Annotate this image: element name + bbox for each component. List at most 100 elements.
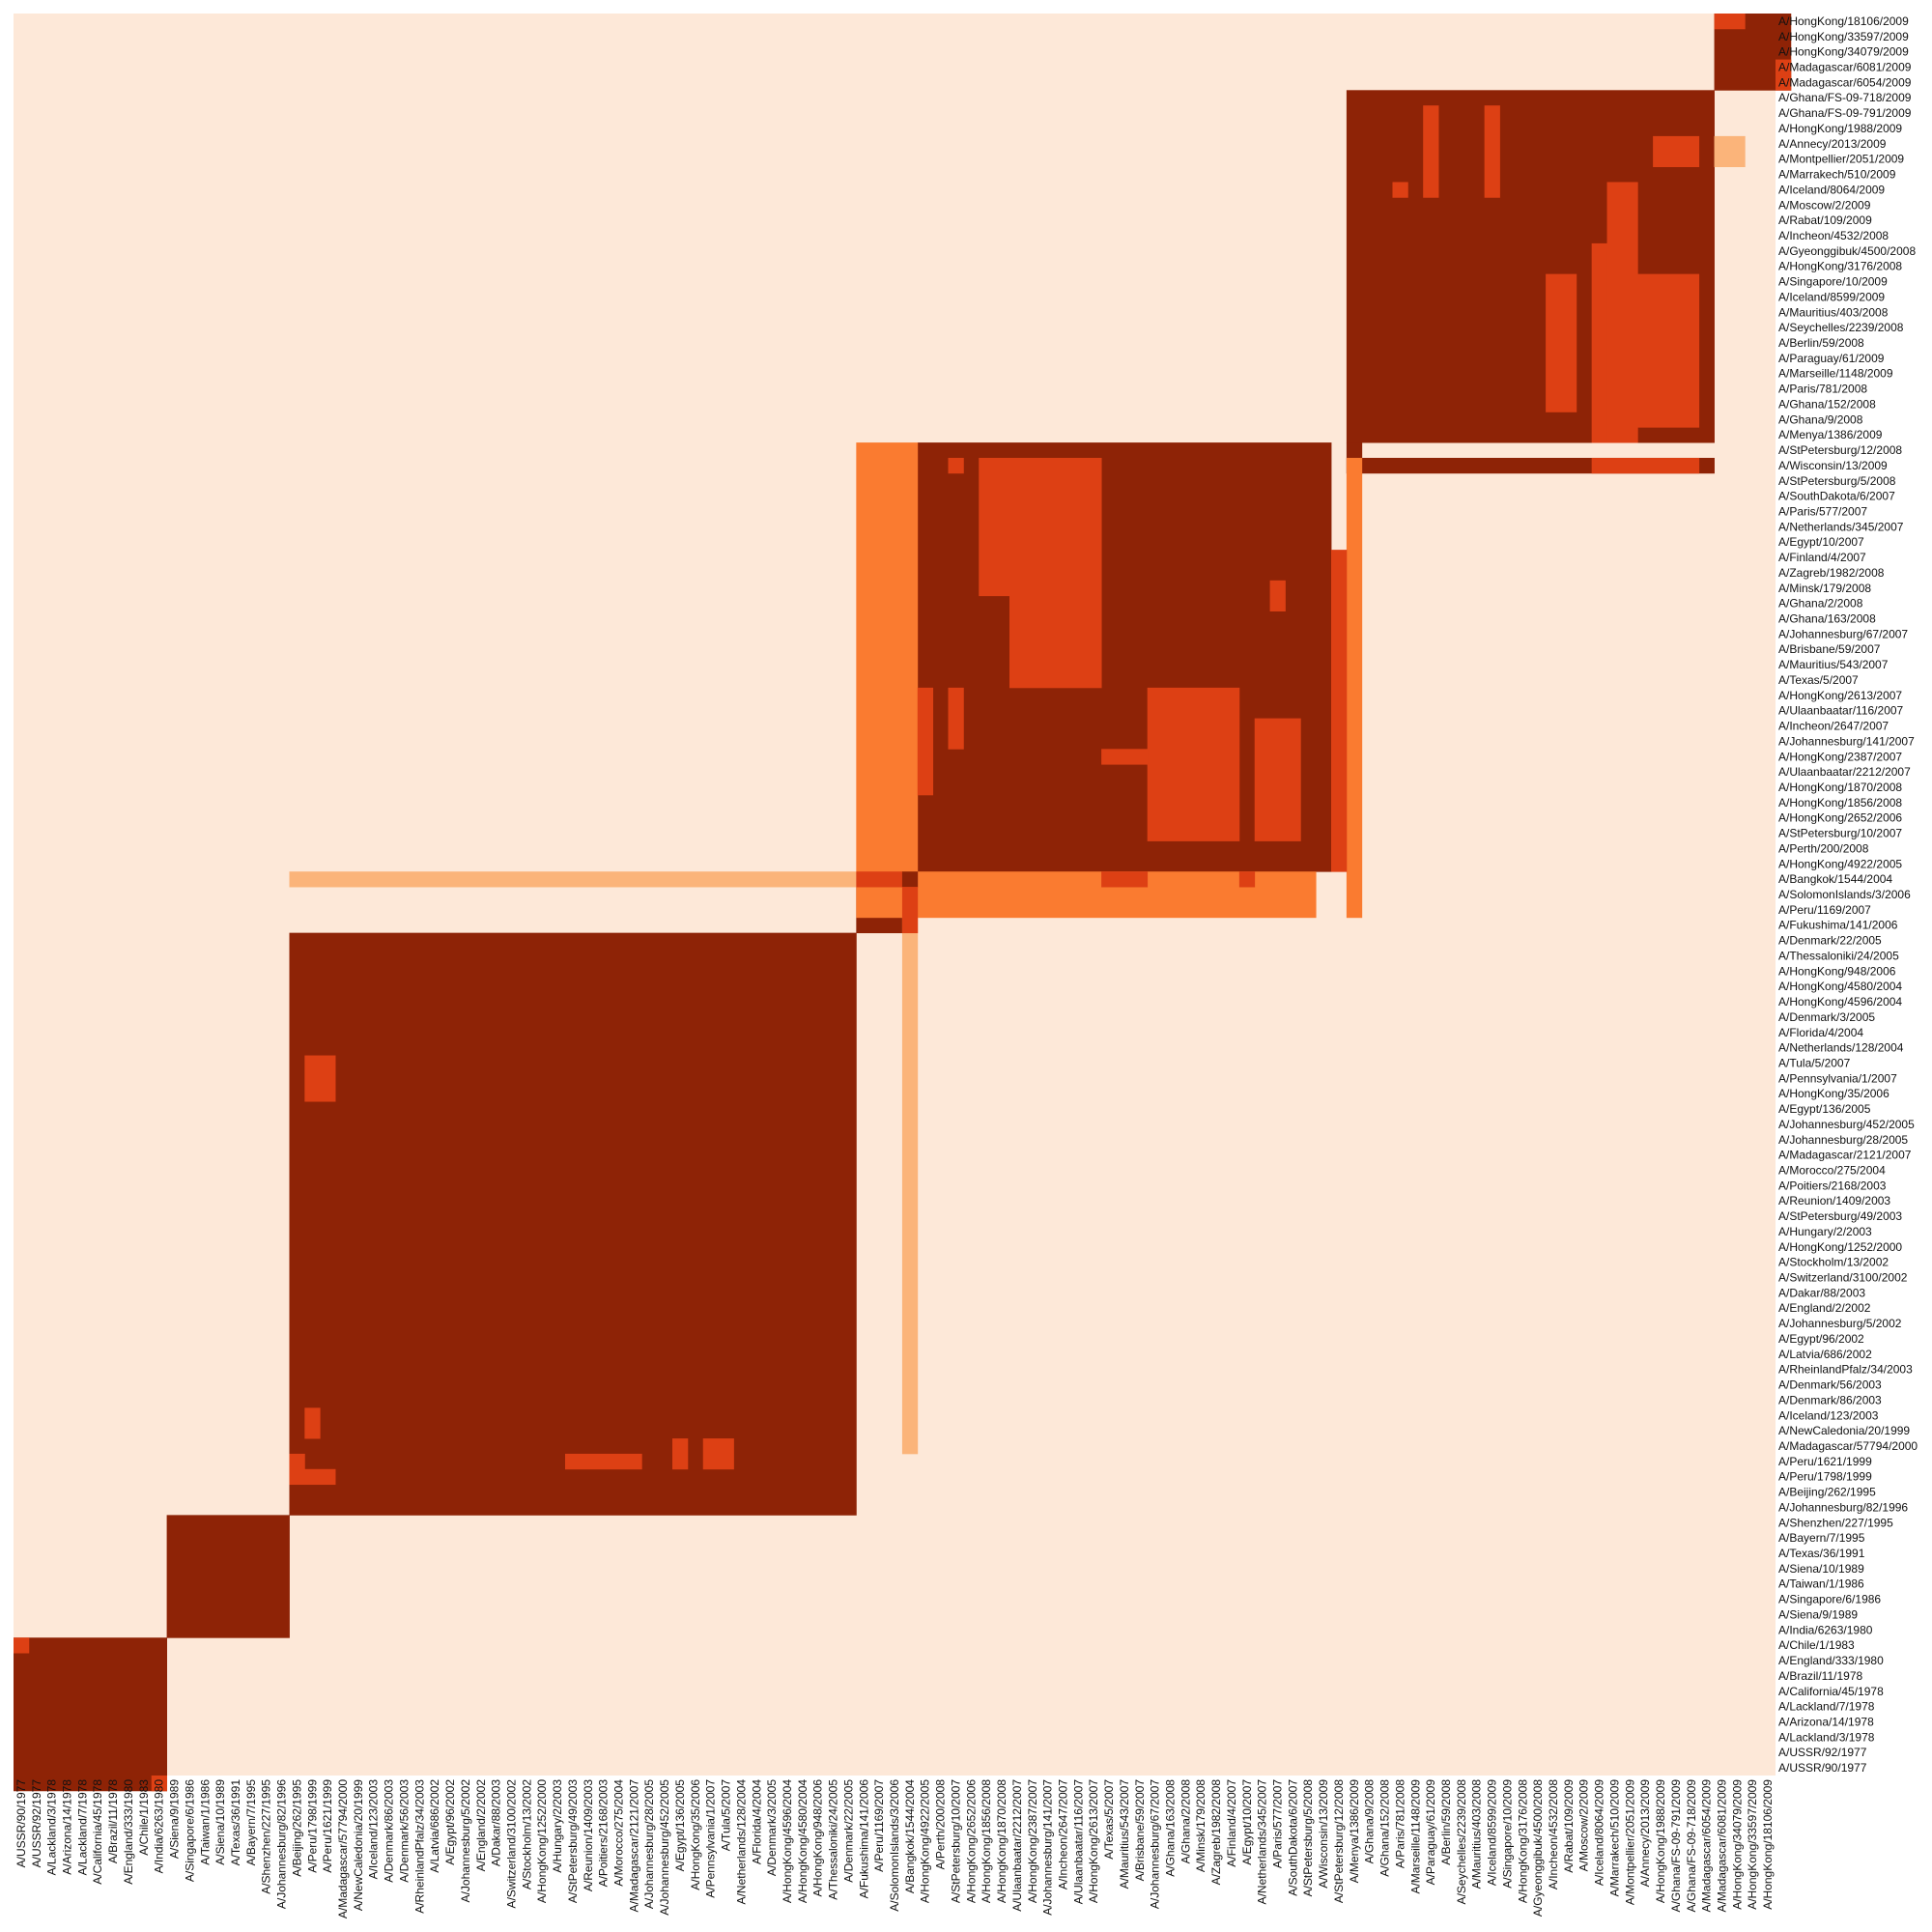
x-tick-label: A/Ghana/FS-09-791/2009: [1669, 1779, 1683, 1913]
heatmap-cell-block: [1592, 243, 1607, 443]
y-tick-label: A/Madagascar/6054/2009: [1778, 75, 1912, 89]
y-tick-label: A/Zagreb/1982/2008: [1778, 566, 1885, 580]
y-tick-label: A/HongKong/1252/2000: [1778, 1240, 1902, 1254]
heatmap-cell-block: [703, 1438, 734, 1469]
y-tick-label: A/SolomonIslands/3/2006: [1778, 888, 1911, 901]
x-tick-label: A/Madagascar/6054/2009: [1700, 1779, 1714, 1913]
y-tick-label: A/Arizona/14/1978: [1778, 1715, 1874, 1728]
x-tick-label: A/Dakar/88/2003: [490, 1779, 503, 1866]
x-tick-label: A/Seychelles/2239/2008: [1455, 1779, 1468, 1905]
y-tick-label: A/Johannesburg/28/2005: [1778, 1133, 1908, 1147]
y-tick-label: A/Switzerland/3100/2002: [1778, 1271, 1908, 1285]
y-tick-label: A/Paris/781/2008: [1778, 383, 1867, 396]
x-tick-label: A/Mauritius/403/2008: [1470, 1779, 1484, 1889]
x-tick-label: A/Marrakech/510/2009: [1607, 1779, 1621, 1897]
x-tick-label: A/Switzerland/3100/2002: [504, 1779, 518, 1909]
y-tick-label: A/Annecy/2013/2009: [1778, 137, 1887, 151]
y-tick-label: A/Johannesburg/67/2007: [1778, 627, 1908, 640]
x-tick-label: A/Gyeonggibuk/4500/2008: [1531, 1779, 1545, 1917]
x-tick-label: A/Egypt/96/2002: [443, 1779, 457, 1865]
heatmap-cell-block: [1331, 550, 1347, 871]
y-tick-label: A/Finland/4/2007: [1778, 551, 1866, 564]
x-tick-label: A/HongKong/2387/2007: [1026, 1779, 1039, 1903]
y-tick-label: A/Poitiers/2168/2003: [1778, 1179, 1887, 1192]
y-tick-label: A/HongKong/1856/2008: [1778, 796, 1902, 810]
x-tick-label: A/USSR/90/1977: [14, 1779, 28, 1868]
x-tick-label: A/Minsk/179/2008: [1194, 1779, 1208, 1872]
y-tick-label: A/England/333/1980: [1778, 1654, 1884, 1667]
y-tick-label: A/Bangkok/1544/2004: [1778, 872, 1892, 886]
x-tick-label: A/Singapore/10/2009: [1500, 1779, 1514, 1889]
y-tick-label: A/Hungary/2/2003: [1778, 1225, 1872, 1238]
x-tick-label: A/Paris/781/2008: [1393, 1779, 1406, 1868]
heatmap-cell-block: [1715, 136, 1746, 167]
x-tick-label: A/Wisconsin/13/2009: [1317, 1779, 1330, 1889]
x-tick-label: A/Bayern/7/1995: [244, 1779, 258, 1866]
x-tick-label: A/Paraguay/61/2009: [1424, 1779, 1437, 1886]
y-tick-label: A/HongKong/35/2006: [1778, 1087, 1889, 1100]
x-tick-label: A/HongKong/4922/2005: [919, 1779, 932, 1903]
x-tick-label: A/Johannesburg/28/2005: [642, 1779, 656, 1909]
x-tick-label: A/Denmark/86/2003: [383, 1779, 396, 1883]
y-tick-label: A/Paris/577/2007: [1778, 504, 1867, 518]
y-tick-label: A/Chile/1/1983: [1778, 1638, 1855, 1652]
x-tick-label: A/Johannesburg/82/1996: [275, 1779, 289, 1909]
x-tick-label: A/StPetersburg/49/2003: [566, 1779, 580, 1903]
x-tick-label: A/Madagascar/2121/2007: [627, 1779, 640, 1913]
x-tick-label: A/Peru/1169/2007: [872, 1779, 886, 1872]
x-tick-label: A/HongKong/4596/2004: [781, 1779, 794, 1903]
x-tick-label: A/Siena/9/1989: [168, 1779, 182, 1859]
x-tick-label: A/Morocco/275/2004: [612, 1779, 626, 1887]
x-tick-label: A/NewCaledonia/20/1999: [352, 1779, 365, 1911]
y-tick-label: A/HongKong/3176/2008: [1778, 260, 1902, 273]
y-tick-label: A/Ulaanbaatar/2212/2007: [1778, 765, 1911, 779]
heatmap-cell-block: [1715, 14, 1746, 29]
heatmap-cell-block: [856, 871, 902, 887]
x-tick-label: A/Moscow/2/2009: [1577, 1779, 1591, 1872]
x-tick-label: A/StPetersburg/12/2008: [1332, 1779, 1346, 1903]
heatmap-cell-block: [902, 887, 918, 933]
x-tick-label: A/Netherlands/345/2007: [1256, 1779, 1269, 1905]
x-tick-label: A/Berlin/59/2008: [1439, 1779, 1453, 1865]
x-tick-label: A/India/6263/1980: [153, 1779, 166, 1874]
y-tick-label: A/Johannesburg/5/2002: [1778, 1317, 1902, 1330]
y-tick-label: A/Peru/1169/2007: [1778, 903, 1871, 917]
y-tick-label: A/HongKong/1988/2009: [1778, 122, 1902, 135]
heatmap-cell-block: [14, 1637, 167, 1791]
y-tick-label: A/Ghana/9/2008: [1778, 412, 1863, 426]
heatmap-cell-block: [672, 1438, 688, 1469]
x-tick-label: A/HongKong/4580/2004: [796, 1779, 810, 1903]
x-tick-label: A/HongKong/33597/2009: [1746, 1779, 1759, 1910]
y-tick-label: A/StPetersburg/49/2003: [1778, 1209, 1902, 1223]
x-tick-label: A/Arizona/14/1978: [61, 1779, 74, 1875]
x-tick-label: A/Siena/10/1989: [213, 1779, 227, 1865]
heatmap-cell-block: [1423, 105, 1438, 198]
heatmap-cell-block: [290, 1454, 305, 1485]
heatmap-cell-block: [1239, 871, 1255, 887]
x-tick-label: A/HongKong/2652/2006: [964, 1779, 978, 1903]
x-tick-label: A/HongKong/35/2006: [689, 1779, 702, 1890]
y-tick-label: A/Mauritius/403/2008: [1778, 305, 1889, 319]
y-tick-label: A/Madagascar/2121/2007: [1778, 1149, 1912, 1162]
y-tick-label: A/Morocco/275/2004: [1778, 1164, 1886, 1178]
y-tick-label: A/Johannesburg/141/2007: [1778, 734, 1915, 748]
y-tick-label: A/Reunion/1409/2003: [1778, 1194, 1890, 1208]
y-tick-label: A/Ghana/FS-09-718/2009: [1778, 91, 1912, 104]
heatmap-cell-block: [1546, 274, 1577, 412]
y-tick-label: A/StPetersburg/10/2007: [1778, 827, 1902, 840]
y-tick-label: A/Tula/5/2007: [1778, 1056, 1851, 1069]
heatmap-cell-block: [1637, 274, 1699, 428]
y-tick-label: A/Denmark/22/2005: [1778, 934, 1882, 948]
y-tick-label: A/Netherlands/128/2004: [1778, 1041, 1904, 1055]
x-tick-label: A/Ghana/FS-09-718/2009: [1685, 1779, 1698, 1913]
y-tick-label: A/Moscow/2/2009: [1778, 198, 1871, 212]
heatmap-cell-block: [1485, 105, 1500, 198]
x-tick-label: A/Hungary/2/2003: [551, 1779, 564, 1873]
x-tick-label: A/Montpellier/2051/2009: [1623, 1779, 1636, 1905]
heatmap-cell-block: [1101, 749, 1148, 764]
x-tick-label: A/Fukushima/141/2006: [857, 1779, 870, 1899]
y-tick-label: A/USSR/90/1977: [1778, 1761, 1867, 1775]
x-tick-label: A/StPetersburg/5/2008: [1301, 1779, 1315, 1897]
x-tick-label: A/Zagreb/1982/2008: [1209, 1779, 1223, 1886]
y-tick-label: A/Lackland/3/1978: [1778, 1730, 1875, 1744]
